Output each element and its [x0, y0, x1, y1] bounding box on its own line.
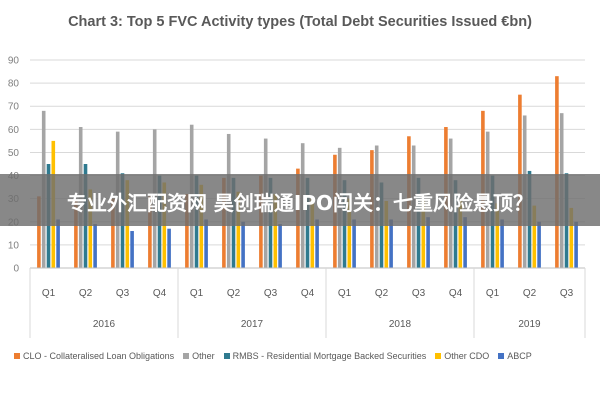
bar: [421, 200, 426, 268]
x-tick-label: Q2: [227, 288, 241, 299]
bar: [148, 196, 152, 268]
legend-label: Other CDO: [444, 351, 490, 361]
bar: [426, 217, 430, 268]
y-tick-label: 10: [8, 240, 20, 251]
bar: [384, 200, 389, 268]
x-tick-label: Q3: [116, 288, 130, 299]
bar: [310, 196, 315, 268]
x-tick-label: Q2: [523, 288, 537, 299]
bar: [555, 76, 559, 268]
bar: [537, 221, 541, 268]
x-tick-label: Q1: [42, 288, 56, 299]
x-tick-label: Q1: [486, 288, 500, 299]
y-tick-label: 0: [13, 264, 19, 275]
bar: [130, 231, 134, 268]
bar: [278, 224, 282, 268]
x-tick-label: Q3: [560, 288, 574, 299]
bar-series: [37, 76, 578, 269]
bar: [500, 219, 504, 268]
legend-label: ABCP: [507, 351, 532, 361]
legend-swatch: [435, 353, 442, 359]
bar: [74, 200, 78, 268]
x-tick-label: Q2: [375, 288, 389, 299]
x-tick-label: Q4: [153, 288, 167, 299]
x-tick-label: Q4: [301, 288, 315, 299]
legend-item: Other CDO: [435, 351, 489, 361]
bar: [347, 198, 352, 268]
bar: [204, 219, 208, 268]
legend-item: Other: [183, 351, 215, 361]
bar: [111, 198, 115, 268]
bar: [56, 219, 60, 268]
banner-text: 专业外汇配资网 昊创瑞通IPO闯关：七重风险悬顶？: [66, 191, 534, 215]
x-group-label: 2017: [241, 319, 264, 330]
legend-swatch: [223, 353, 230, 359]
legend-item: CLO - Collateralised Loan Obligations: [14, 351, 174, 361]
y-tick-label: 80: [8, 79, 20, 90]
x-tick-label: Q4: [449, 288, 463, 299]
bar: [352, 219, 356, 268]
overlay-banner: 专业外汇配资网 昊创瑞通IPO闯关：七重风险悬顶？: [0, 174, 600, 226]
x-group-label: 2016: [93, 319, 116, 330]
legend-label: Other: [192, 351, 215, 361]
x-group-label: 2019: [518, 319, 541, 330]
bar: [574, 221, 578, 268]
bar: [458, 200, 463, 268]
x-tick-label: Q3: [264, 288, 278, 299]
y-tick-label: 60: [8, 125, 20, 136]
y-tick-label: 70: [8, 102, 20, 113]
bar: [167, 228, 171, 268]
bar: [241, 221, 245, 268]
bar: [88, 189, 93, 268]
x-axis: Q1 Q2 Q3 Q4 Q1 Q2 Q3 Q4 Q1 Q2 Q3 Q4 Q1 Q2 Q3 2016 2017 20…: [29, 267, 586, 338]
bar: [463, 217, 467, 268]
x-tick-label: Q2: [79, 288, 93, 299]
bar: [199, 184, 204, 268]
x-group-label: 2018: [389, 319, 412, 330]
bar: [185, 194, 189, 268]
bar: [569, 207, 574, 268]
x-tick-label: Q1: [190, 288, 204, 299]
x-tick-label: Q3: [412, 288, 426, 299]
legend-item: RMBS - Residential Mortgage Backed Secur…: [223, 351, 427, 361]
x-tick-label: Q1: [338, 288, 352, 299]
bar: [93, 224, 97, 268]
bar: [532, 205, 537, 268]
bar: [495, 203, 500, 268]
legend-swatch: [183, 353, 190, 359]
legend-label: CLO - Collateralised Loan Obligations: [23, 351, 175, 361]
legend-swatch: [14, 353, 20, 359]
legend-item: ABCP: [498, 351, 532, 361]
bar: [315, 219, 319, 268]
bar: [236, 191, 241, 268]
y-tick-label: 90: [8, 56, 20, 67]
bar: [37, 196, 41, 268]
legend-label: RMBS - Residential Mortgage Backed Secur…: [232, 351, 427, 361]
legend-swatch: [498, 353, 505, 359]
y-axis: 0102030405060708090: [8, 56, 20, 275]
chart-title: Chart 3: Top 5 FVC Activity types (Total…: [68, 14, 532, 30]
y-tick-label: 50: [8, 148, 20, 159]
bar: [389, 219, 393, 268]
legend: CLO - Collateralised Loan Obligations Oth…: [14, 351, 594, 361]
bar: [273, 194, 278, 268]
